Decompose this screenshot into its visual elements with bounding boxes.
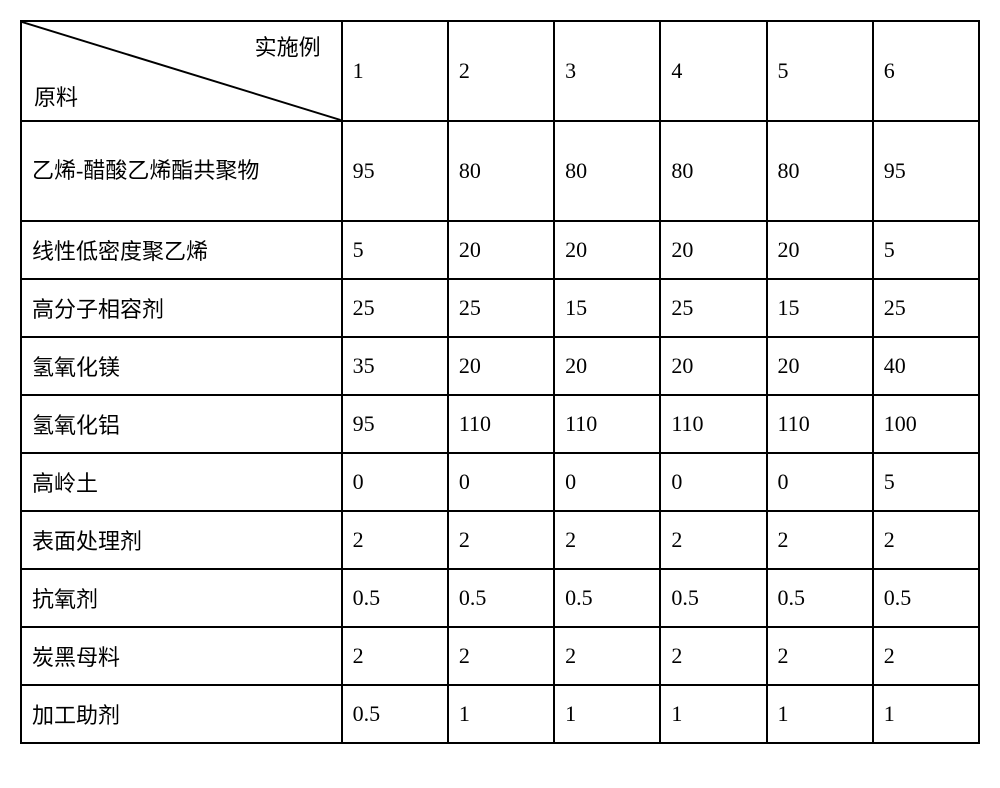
- data-cell: 2: [342, 627, 448, 685]
- data-cell: 20: [660, 221, 766, 279]
- data-cell: 20: [660, 337, 766, 395]
- data-cell: 0.5: [554, 569, 660, 627]
- col-header-2: 2: [448, 21, 554, 121]
- data-cell: 20: [554, 337, 660, 395]
- data-cell: 1: [767, 685, 873, 743]
- data-cell: 25: [342, 279, 448, 337]
- data-cell: 20: [448, 337, 554, 395]
- col-header-6: 6: [873, 21, 979, 121]
- data-cell: 95: [342, 395, 448, 453]
- data-cell: 35: [342, 337, 448, 395]
- data-cell: 0.5: [660, 569, 766, 627]
- data-cell: 5: [873, 221, 979, 279]
- data-cell: 20: [767, 337, 873, 395]
- data-cell: 100: [873, 395, 979, 453]
- data-cell: 5: [342, 221, 448, 279]
- data-cell: 0: [342, 453, 448, 511]
- data-cell: 1: [448, 685, 554, 743]
- table-row: 氢氧化镁352020202040: [21, 337, 979, 395]
- col-header-4: 4: [660, 21, 766, 121]
- data-cell: 2: [873, 627, 979, 685]
- row-label: 抗氧剂: [21, 569, 342, 627]
- table-container: 实施例 原料 1 2 3 4 5 6 乙烯-醋酸乙烯酯共聚物9580808080…: [20, 20, 980, 744]
- data-cell: 2: [767, 511, 873, 569]
- data-cell: 0: [448, 453, 554, 511]
- data-cell: 1: [873, 685, 979, 743]
- row-label: 炭黑母料: [21, 627, 342, 685]
- header-top-label: 实施例: [255, 30, 321, 62]
- data-cell: 80: [448, 121, 554, 221]
- data-cell: 1: [660, 685, 766, 743]
- data-cell: 0: [767, 453, 873, 511]
- table-row: 表面处理剂222222: [21, 511, 979, 569]
- row-label: 表面处理剂: [21, 511, 342, 569]
- data-cell: 20: [554, 221, 660, 279]
- table-row: 加工助剂0.511111: [21, 685, 979, 743]
- data-cell: 0: [554, 453, 660, 511]
- row-label: 乙烯-醋酸乙烯酯共聚物: [21, 121, 342, 221]
- data-cell: 40: [873, 337, 979, 395]
- data-cell: 2: [873, 511, 979, 569]
- data-cell: 110: [660, 395, 766, 453]
- data-cell: 2: [767, 627, 873, 685]
- row-label: 加工助剂: [21, 685, 342, 743]
- data-cell: 110: [554, 395, 660, 453]
- data-cell: 2: [660, 627, 766, 685]
- col-header-3: 3: [554, 21, 660, 121]
- data-cell: 2: [554, 627, 660, 685]
- data-cell: 80: [554, 121, 660, 221]
- data-cell: 5: [873, 453, 979, 511]
- table-row: 乙烯-醋酸乙烯酯共聚物958080808095: [21, 121, 979, 221]
- data-cell: 80: [660, 121, 766, 221]
- row-label: 高分子相容剂: [21, 279, 342, 337]
- table-body: 乙烯-醋酸乙烯酯共聚物958080808095线性低密度聚乙烯520202020…: [21, 121, 979, 743]
- data-cell: 15: [767, 279, 873, 337]
- data-cell: 2: [448, 511, 554, 569]
- data-cell: 25: [660, 279, 766, 337]
- data-cell: 2: [342, 511, 448, 569]
- data-cell: 0.5: [342, 569, 448, 627]
- data-cell: 15: [554, 279, 660, 337]
- data-cell: 110: [448, 395, 554, 453]
- col-header-1: 1: [342, 21, 448, 121]
- data-cell: 0.5: [448, 569, 554, 627]
- data-cell: 2: [448, 627, 554, 685]
- data-cell: 2: [660, 511, 766, 569]
- table-row: 高分子相容剂252515251525: [21, 279, 979, 337]
- data-cell: 25: [448, 279, 554, 337]
- data-cell: 0.5: [342, 685, 448, 743]
- row-label: 氢氧化镁: [21, 337, 342, 395]
- row-label: 高岭土: [21, 453, 342, 511]
- data-table: 实施例 原料 1 2 3 4 5 6 乙烯-醋酸乙烯酯共聚物9580808080…: [20, 20, 980, 744]
- data-cell: 110: [767, 395, 873, 453]
- diagonal-header-cell: 实施例 原料: [21, 21, 342, 121]
- data-cell: 0: [660, 453, 766, 511]
- data-cell: 20: [767, 221, 873, 279]
- header-bottom-label: 原料: [34, 80, 78, 112]
- data-cell: 80: [767, 121, 873, 221]
- table-row: 线性低密度聚乙烯5202020205: [21, 221, 979, 279]
- table-row: 抗氧剂0.50.50.50.50.50.5: [21, 569, 979, 627]
- data-cell: 25: [873, 279, 979, 337]
- data-cell: 0.5: [873, 569, 979, 627]
- col-header-5: 5: [767, 21, 873, 121]
- table-row: 炭黑母料222222: [21, 627, 979, 685]
- data-cell: 2: [554, 511, 660, 569]
- table-row: 氢氧化铝95110110110110100: [21, 395, 979, 453]
- data-cell: 95: [873, 121, 979, 221]
- row-label: 氢氧化铝: [21, 395, 342, 453]
- data-cell: 1: [554, 685, 660, 743]
- header-row: 实施例 原料 1 2 3 4 5 6: [21, 21, 979, 121]
- row-label: 线性低密度聚乙烯: [21, 221, 342, 279]
- data-cell: 0.5: [767, 569, 873, 627]
- data-cell: 20: [448, 221, 554, 279]
- data-cell: 95: [342, 121, 448, 221]
- table-row: 高岭土000005: [21, 453, 979, 511]
